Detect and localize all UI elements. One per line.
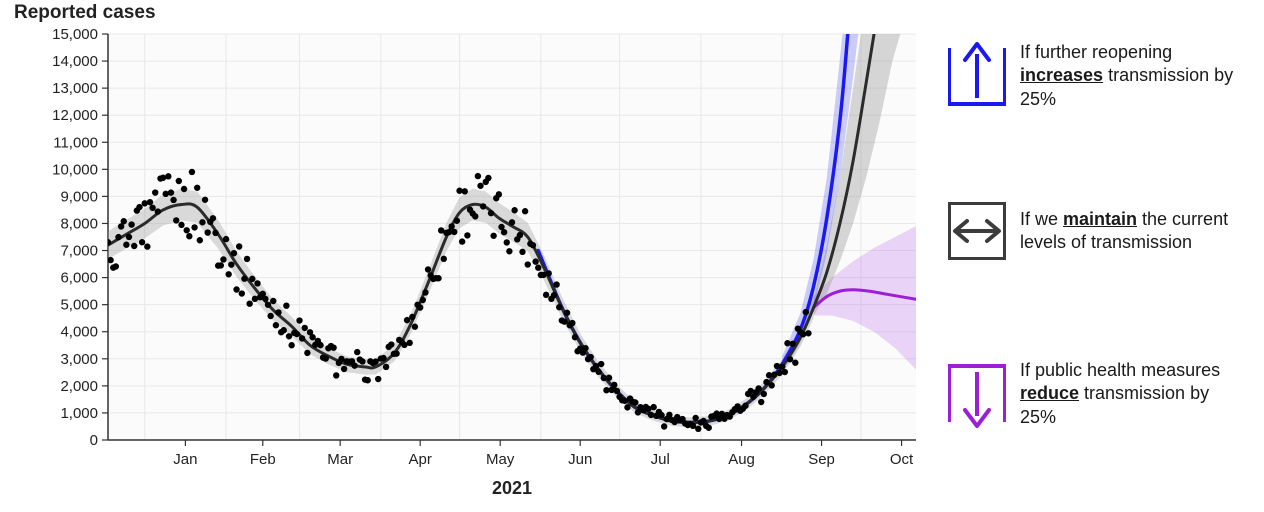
svg-text:Aug: Aug (728, 451, 755, 468)
legend-increase: If further reopening increases transmiss… (948, 40, 1248, 112)
svg-text:3,000: 3,000 (60, 351, 98, 368)
legend-text-part: If further reopening (1020, 42, 1172, 62)
svg-text:10,000: 10,000 (52, 161, 98, 178)
legend-increase-text: If further reopening increases transmiss… (1020, 41, 1248, 111)
svg-text:13,000: 13,000 (52, 80, 98, 97)
svg-text:Apr: Apr (409, 451, 432, 468)
svg-text:Mar: Mar (327, 451, 353, 468)
svg-text:Sep: Sep (808, 451, 835, 468)
svg-text:2,000: 2,000 (60, 378, 98, 395)
arrow-down-icon (948, 358, 1006, 430)
svg-text:12,000: 12,000 (52, 107, 98, 124)
svg-text:Jan: Jan (173, 451, 197, 468)
svg-text:11,000: 11,000 (53, 134, 98, 151)
svg-text:6,000: 6,000 (60, 270, 98, 287)
svg-text:8,000: 8,000 (60, 215, 98, 232)
legend-reduce: If public health measures reduce transmi… (948, 358, 1248, 430)
chart-figure: Reported cases 01,0002,0003,0004,0005,00… (0, 0, 1264, 512)
arrow-leftright-icon (948, 202, 1006, 260)
legend-maintain: If we maintain the current levels of tra… (948, 202, 1248, 260)
chart-canvas: 0 1,000 2,000 3,000 4,000 5,000 6,000 7,000 8,00… (0, 0, 920, 500)
svg-text:14,000: 14,000 (52, 53, 98, 70)
arrow-up-icon (948, 40, 1006, 112)
svg-text:0: 0 (90, 432, 98, 449)
legend-emphasis: increases (1020, 65, 1103, 85)
svg-text:15,000: 15,000 (52, 26, 98, 43)
svg-text:4,000: 4,000 (60, 324, 98, 341)
svg-text:9,000: 9,000 (60, 188, 98, 205)
legend-maintain-text: If we maintain the current levels of tra… (1020, 208, 1248, 255)
svg-text:5,000: 5,000 (60, 297, 98, 314)
svg-text:Feb: Feb (250, 451, 276, 468)
legend-text-part: If we (1020, 209, 1063, 229)
legend-reduce-text: If public health measures reduce transmi… (1020, 359, 1248, 429)
legend-emphasis: maintain (1063, 209, 1137, 229)
svg-text:May: May (486, 451, 515, 468)
svg-text:Oct: Oct (890, 451, 914, 468)
svg-text:7,000: 7,000 (60, 243, 98, 260)
svg-text:Jul: Jul (651, 451, 670, 468)
svg-text:Jun: Jun (568, 451, 592, 468)
svg-text:1,000: 1,000 (60, 405, 98, 422)
svg-text:2021: 2021 (492, 478, 532, 498)
legend-emphasis: reduce (1020, 383, 1079, 403)
legend-text-part: If public health measures (1020, 360, 1220, 380)
